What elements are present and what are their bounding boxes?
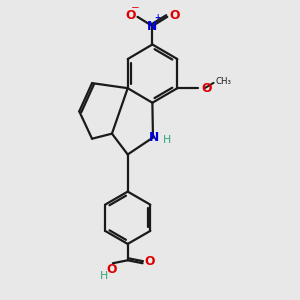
Text: O: O: [169, 9, 180, 22]
Text: CH₃: CH₃: [215, 77, 231, 86]
Text: N: N: [148, 131, 159, 144]
Text: O: O: [125, 9, 136, 22]
Text: O: O: [106, 263, 117, 276]
Text: −: −: [131, 3, 140, 13]
Text: N: N: [147, 20, 158, 33]
Text: H: H: [163, 136, 171, 146]
Text: +: +: [154, 13, 161, 22]
Text: O: O: [201, 82, 211, 95]
Text: H: H: [100, 271, 108, 281]
Text: O: O: [145, 255, 155, 268]
